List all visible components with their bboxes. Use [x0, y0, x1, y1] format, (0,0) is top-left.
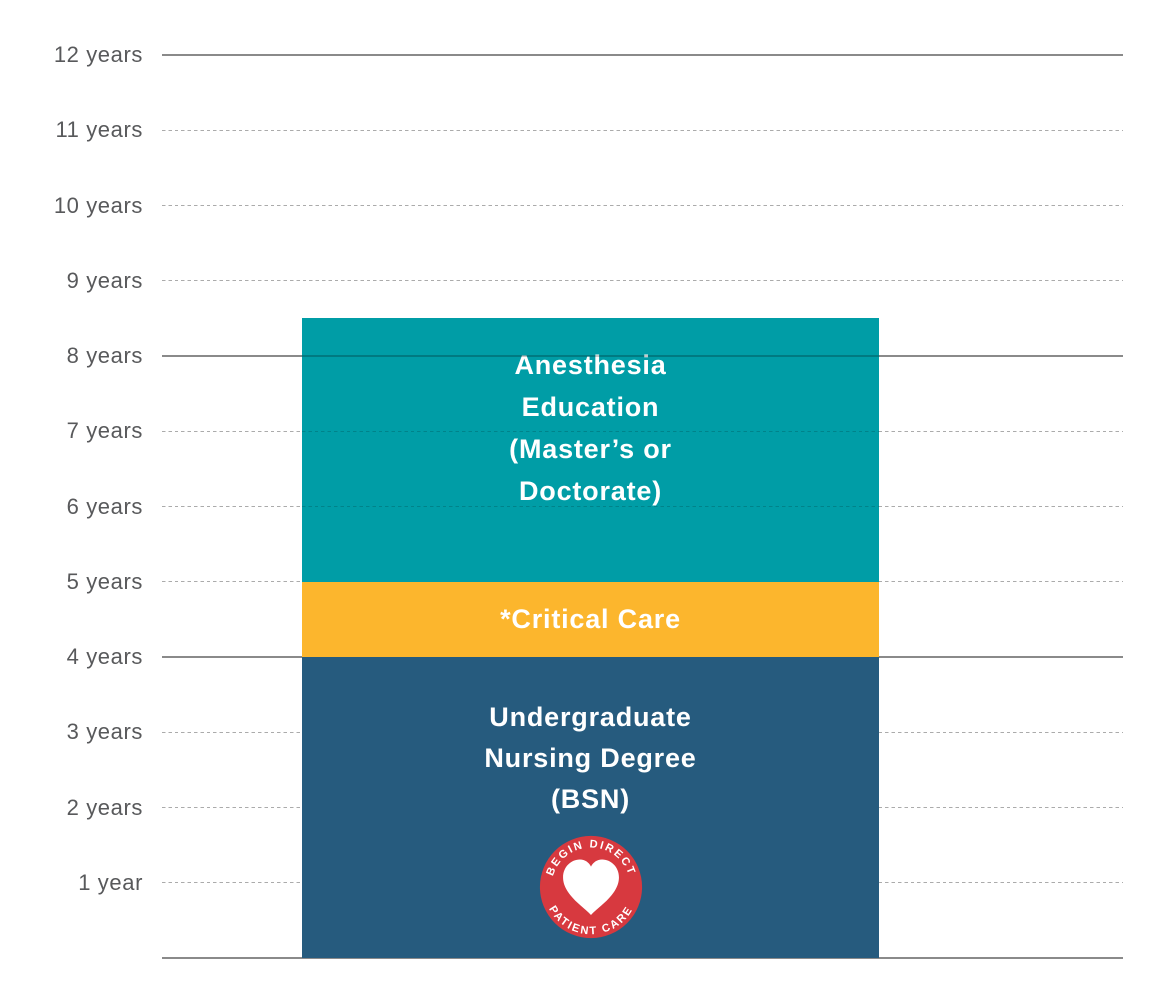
y-axis-tick-label-7: 7 years — [66, 418, 143, 444]
y-axis-tick-label-9: 9 years — [66, 267, 143, 293]
y-axis-tick-label-5: 5 years — [66, 568, 143, 594]
gridline-12y — [162, 54, 1123, 56]
bar-segment-label-line: *Critical Care — [500, 603, 681, 634]
bar-segment-0: Undergraduate Nursing Degree (BSN) BEGIN D… — [302, 657, 879, 958]
gridline-10y — [162, 204, 1123, 206]
bar-segment-2: Anesthesia Education (Master’s or Doctorate… — [302, 318, 879, 582]
bar-segment-label-line: (BSN) — [551, 784, 630, 814]
bar-segment-label-line: Undergraduate — [489, 702, 692, 732]
overlay-gridline-8y — [302, 355, 879, 357]
bar-segment-label-line: Doctorate) — [518, 476, 662, 507]
baseline — [162, 957, 1123, 959]
overlay-gridline-7y — [302, 430, 879, 432]
y-axis-tick-label-4: 4 years — [66, 644, 143, 669]
y-axis-tick-label-11: 11 years — [55, 117, 143, 143]
heart-icon — [562, 859, 619, 915]
y-axis-tick-label-12: 12 years — [53, 42, 143, 67]
bar-segment-label: Anesthesia Education (Master’s or Doctorate… — [509, 344, 672, 512]
overlay-gridline-6y — [302, 505, 879, 507]
y-axis-tick-label-6: 6 years — [66, 493, 143, 519]
y-axis-tick-label-10: 10 years — [53, 192, 143, 218]
bar-segment-label: Undergraduate Nursing Degree (BSN) — [484, 697, 696, 820]
begin-direct-patient-care-badge: BEGIN DIRECT PATIENT CARE — [538, 834, 644, 940]
badge-svg: BEGIN DIRECT PATIENT CARE — [539, 835, 642, 939]
bar-segment-1: *Critical Care — [302, 581, 879, 657]
bar-segment-label-line: Education — [521, 392, 660, 423]
gridline-11y — [162, 129, 1123, 131]
bar-segment-label: *Critical Care — [500, 599, 681, 640]
gridline-9y — [162, 280, 1123, 282]
y-axis-tick-label-2: 2 years — [66, 794, 143, 820]
bar-segment-label-line: Anesthesia — [514, 350, 667, 381]
bar-segment-label-line: Nursing Degree — [484, 743, 697, 773]
y-axis-tick-label-1: 1 year — [78, 869, 143, 895]
bar-segment-label-line: (Master’s or — [509, 434, 672, 465]
y-axis-tick-label-8: 8 years — [66, 343, 143, 368]
y-axis-tick-label-3: 3 years — [66, 719, 143, 745]
